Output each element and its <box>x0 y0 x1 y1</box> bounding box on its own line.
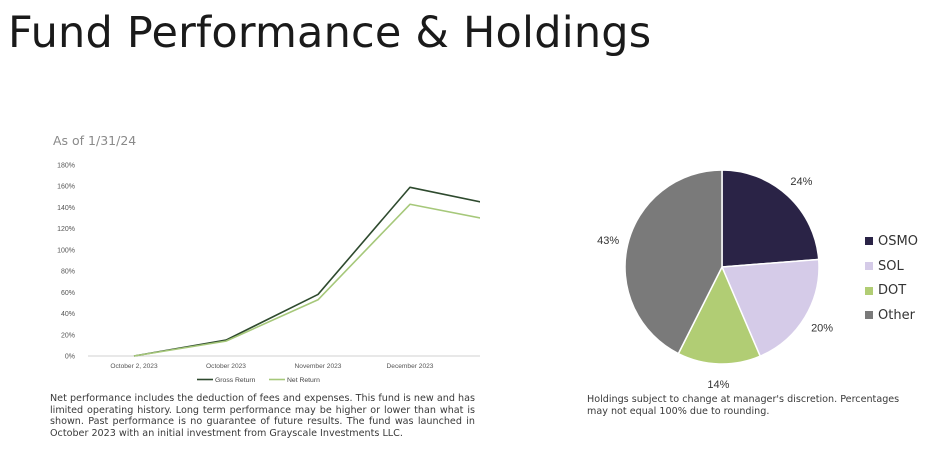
y-tick-label: 60% <box>61 290 75 297</box>
x-tick-label: December 2023 <box>387 363 434 370</box>
holdings-pie-chart: 24% 20% 14% 43% <box>597 169 833 390</box>
legend-swatch <box>865 311 873 320</box>
series-line-gross-return <box>133 186 480 357</box>
legend-label: Gross Return <box>215 377 256 384</box>
legend-item-other: Other <box>865 303 918 328</box>
pie-slice-dot <box>677 265 762 365</box>
as-of-date: As of 1/31/24 <box>53 133 137 148</box>
pie-slice-other <box>624 169 723 355</box>
legend-item-dot: DOT <box>865 278 918 303</box>
y-tick-label: 0% <box>65 354 75 361</box>
performance-disclaimer: Net performance includes the deduction o… <box>50 393 475 439</box>
y-tick-label: 120% <box>57 226 75 233</box>
legend-swatch <box>865 237 873 246</box>
y-tick-label: 80% <box>61 269 75 276</box>
legend-label: Other <box>878 307 915 323</box>
y-tick-label: 100% <box>57 247 75 254</box>
pie-slice-osmo <box>721 169 820 268</box>
holdings-disclaimer: Holdings subject to change at manager's … <box>587 394 900 417</box>
x-tick-label: October 2023 <box>206 363 246 370</box>
performance-line-chart: 0% 20% 40% 60% 80% 100% 120% 140% 160% 180% Octobe… <box>57 163 480 384</box>
pie-slice-label: 43% <box>597 235 619 247</box>
pie-slice-label: 24% <box>790 176 812 188</box>
pie-slice-label: 14% <box>707 379 729 390</box>
y-tick-label: 40% <box>61 311 75 318</box>
legend-item-sol: SOL <box>865 254 918 279</box>
y-tick-label: 180% <box>57 163 75 170</box>
legend-label: SOL <box>878 258 904 274</box>
x-tick-label: October 2, 2023 <box>110 363 158 370</box>
legend-label: Net Return <box>287 377 320 384</box>
pie-slice-sol <box>720 258 820 358</box>
legend-swatch <box>865 262 873 271</box>
page-title: Fund Performance & Holdings <box>8 8 652 58</box>
legend-label: OSMO <box>878 233 918 249</box>
legend-label: DOT <box>878 283 907 299</box>
series-line-net-return <box>133 203 480 357</box>
x-tick-label: November 2023 <box>295 363 342 370</box>
y-tick-label: 160% <box>57 184 75 191</box>
y-tick-label: 20% <box>61 332 75 339</box>
legend-swatch <box>865 286 873 295</box>
holdings-legend: OSMO SOL DOT Other <box>865 229 918 328</box>
y-tick-label: 140% <box>57 205 75 212</box>
pie-slice-label: 20% <box>811 323 833 335</box>
legend-item-osmo: OSMO <box>865 229 918 254</box>
